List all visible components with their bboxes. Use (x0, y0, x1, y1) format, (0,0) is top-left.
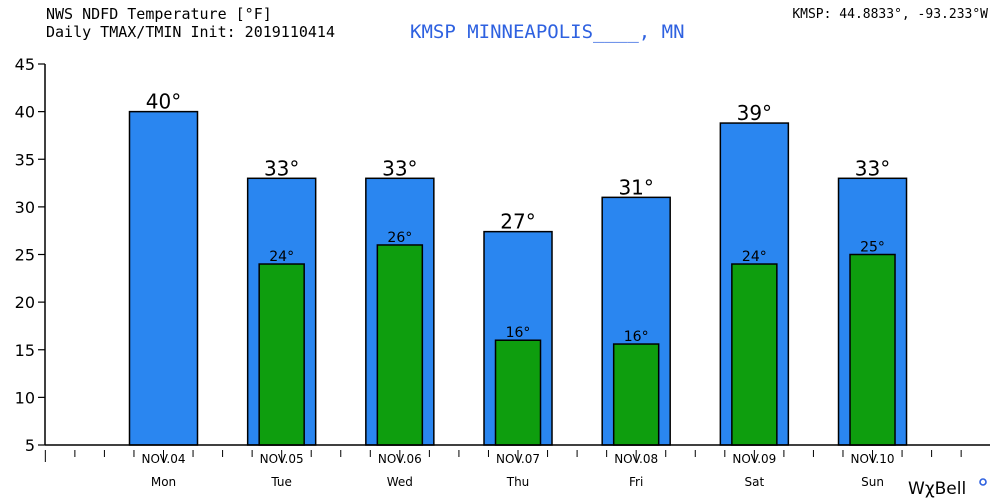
y-tick-label: 10 (15, 388, 35, 407)
x-date-label: NOV.09 (732, 452, 776, 466)
x-date-label: NOV.06 (378, 452, 422, 466)
tmax-label: 33° (382, 156, 417, 180)
x-date-label: NOV.08 (614, 452, 658, 466)
x-day-label: Thu (506, 475, 530, 489)
tmin-label: 16° (506, 325, 531, 341)
tmax-label: 33° (855, 156, 890, 180)
tmin-label: 16° (624, 329, 649, 345)
y-tick-label: 45 (15, 55, 35, 74)
station-coords: KMSP: 44.8833°, -93.233°W (792, 7, 988, 22)
tmin-bar (849, 253, 896, 446)
wxbell-logo: WχBell (908, 478, 987, 499)
tmin-label: 26° (387, 230, 412, 246)
tmin-label: 24° (269, 249, 294, 265)
tmin-bar (612, 343, 660, 446)
tmax-bar (128, 110, 199, 446)
tmin-label: 24° (742, 249, 767, 265)
tmax-label: 31° (618, 175, 653, 199)
x-date-label: NOV.05 (260, 452, 304, 466)
tmax-label: 27° (500, 210, 535, 234)
tmax-label: 40° (146, 90, 181, 114)
x-date-label: NOV.10 (851, 452, 895, 466)
tmax-label: 39° (737, 101, 772, 125)
bar-labels: 40° 33° 24° 33° 26° 27° 16° 31° 16° 39° 24° 33° 25° (146, 90, 890, 345)
x-day-label: Wed (387, 475, 413, 489)
tmin-bar (731, 263, 778, 446)
tmin-bars (258, 244, 896, 446)
x-day-label: Mon (151, 475, 176, 489)
wxbell-dot-icon (979, 478, 987, 486)
tmax-label: 33° (264, 156, 299, 180)
chart-title: NWS NDFD Temperature [°F] (46, 5, 272, 23)
wxbell-chi-symbol: χ (925, 479, 935, 499)
y-tick-label: 20 (15, 293, 35, 312)
x-axis: NOV.04 Mon NOV.05 Tue NOV.06 Wed NOV.07 Thu NOV.… (44, 444, 990, 489)
tmin-bar (494, 339, 542, 446)
y-axis: 5 10 15 20 25 30 35 40 45 (15, 55, 46, 455)
x-date-label: NOV.07 (496, 452, 540, 466)
x-date-label: NOV.04 (142, 452, 186, 466)
tmin-bar (376, 244, 424, 446)
station-name: KMSP MINNEAPOLIS____, MN (410, 21, 685, 43)
chart-subtitle: Daily TMAX/TMIN Init: 2019110414 (46, 23, 335, 41)
x-day-label: Fri (629, 475, 643, 489)
y-tick-label: 30 (15, 198, 35, 217)
y-tick-label: 35 (15, 150, 35, 169)
y-tick-label: 25 (15, 246, 35, 265)
y-tick-label: 15 (15, 341, 35, 360)
y-tick-label: 40 (15, 103, 35, 122)
x-day-label: Sat (745, 475, 765, 489)
x-day-label: Sun (861, 475, 884, 489)
tmin-bar (258, 263, 305, 446)
y-tick-label: 5 (25, 436, 35, 455)
wxbell-logo-text: WχBell (908, 479, 966, 499)
tmin-label: 25° (860, 240, 885, 256)
x-day-label: Tue (270, 475, 292, 489)
